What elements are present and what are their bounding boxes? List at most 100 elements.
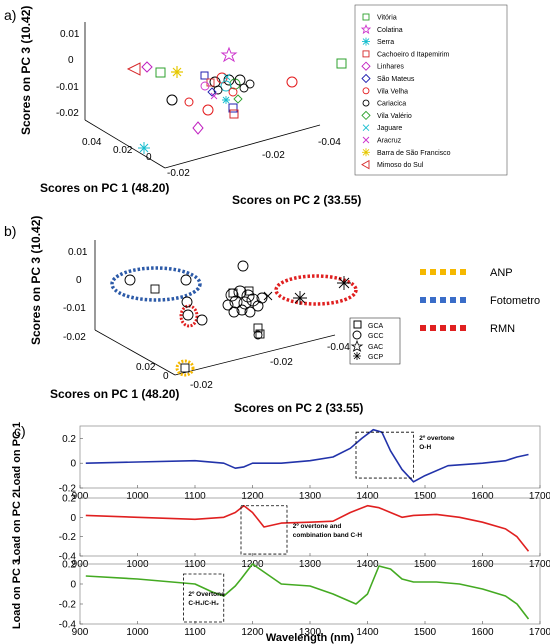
a-legend-marker [362, 50, 370, 58]
x-tick-label: 1000 [126, 491, 149, 502]
a-y-axis-title: Scores on PC 2 (33.55) [232, 193, 361, 207]
marker-gcp [293, 291, 307, 305]
a-legend-label: São Mateus [377, 76, 415, 83]
a-legend-entry: Mimoso do Sul [361, 159, 424, 170]
a-legend-entry: Jaguare [362, 124, 402, 132]
annotation-text: C-H₁/C-H₂ [188, 600, 219, 607]
b-z-tick: 0 [76, 275, 82, 286]
y-tick-label: 0 [70, 513, 76, 524]
gca-legend-icon [353, 320, 362, 329]
a-legend-marker [362, 136, 370, 144]
a-legend-entry: Barra de São Francisco [362, 148, 451, 157]
a-legend-marker [362, 124, 370, 132]
a-x-tick: 0.04 [82, 137, 102, 148]
a-legend-entry: Linhares [361, 61, 404, 71]
loading-series-line [85, 428, 529, 483]
b-legend-label: GCA [368, 323, 384, 330]
y-tick-label: -0.2 [59, 600, 77, 611]
a-legend-entry: Vitória [362, 13, 397, 22]
a-y-tick: -0.04 [318, 137, 341, 148]
marker-gcc [180, 274, 192, 286]
x-tick-label: 1700 [529, 559, 550, 570]
a-legend-label: Vila Valério [377, 113, 412, 120]
annotation-text: 2º Overtone [188, 591, 225, 598]
x-tick-label: 1500 [414, 559, 437, 570]
anp-label: ANP [490, 267, 513, 279]
a-legend-label: Jaguare [377, 125, 402, 132]
a-x-tick: 0 [146, 152, 152, 163]
a-y-ticks: -0.02 -0.04 [262, 137, 341, 161]
a-legend-marker [361, 110, 371, 121]
a-legend-entry: Aracruz [362, 136, 402, 145]
a-legend-entry: Cariacica [362, 99, 406, 108]
loading-series-line [85, 563, 530, 620]
marker-cariacica [166, 94, 178, 106]
marker-vitoria [336, 58, 347, 69]
marker-vitoria [155, 67, 166, 78]
a-legend-entry: Cachoeiro d Itapemirim [362, 50, 450, 58]
b-markers [124, 260, 351, 373]
a-legend-label: Vitória [377, 15, 397, 22]
a-legend-label: Colatina [377, 27, 403, 34]
y-tick-label: 0 [70, 459, 76, 470]
panel-c-label: c) [14, 423, 26, 439]
a-legend-entry: Colatina [360, 24, 403, 35]
loading-axis-title: Load on PC 3 [11, 559, 23, 629]
fotometro-ellipse [110, 266, 202, 302]
a-x-tick: 0.02 [113, 145, 133, 156]
x-tick-label: 1500 [414, 491, 437, 502]
a-legend-label: Barra de São Francisco [377, 150, 451, 157]
rmn-label: RMN [490, 323, 515, 335]
y-tick-label: 0.2 [62, 494, 76, 505]
marker-gca [180, 363, 190, 373]
wavelength-axis-title: Wavelength (nm) [266, 632, 355, 644]
a-legend-label: Linhares [377, 64, 404, 71]
b-legend: GCA GCC GAC GCP [349, 317, 401, 365]
y-tick-label: 0 [70, 580, 76, 591]
a-markers [126, 46, 347, 154]
gcp-legend-icon [353, 352, 361, 360]
x-tick-label: 1600 [471, 559, 494, 570]
x-tick-label: 1400 [356, 559, 379, 570]
annotation-box [240, 505, 288, 555]
y-tick-label: -0.2 [59, 532, 77, 543]
marker-vila-velha [202, 104, 214, 116]
marker-gcc [182, 309, 194, 321]
marker-cachoeiro [200, 71, 209, 80]
b-y-tick: -0.04 [327, 342, 350, 353]
a-legend-box [354, 4, 508, 176]
gac-legend-icon [350, 339, 364, 352]
y-tick-label: -0.4 [59, 620, 77, 631]
a-legend-entry: Vila Velha [362, 87, 408, 95]
b-legend-label: GCP [368, 354, 384, 361]
b-z-tick: 0.01 [68, 247, 88, 258]
a-x-axis-title: Scores on PC 1 (48.20) [40, 181, 169, 195]
x-tick-label: 1600 [471, 491, 494, 502]
marker-gcc [181, 296, 193, 308]
b-x-tick: 0 [163, 371, 169, 382]
a-legend-entry: Vila Valério [361, 110, 412, 121]
b-y-axis [174, 334, 336, 376]
a-legend-marker [360, 24, 372, 35]
a-x-tick: -0.02 [167, 168, 190, 179]
a-legend-marker [362, 148, 370, 157]
x-tick-label: 1600 [471, 627, 494, 638]
a-legend-label: Cachoeiro d Itapemirim [377, 51, 450, 58]
panel-a-3d-scatter: 0.01 0 -0.01 -0.02 0.04 0.02 0 -0.02 -0.… [19, 4, 508, 207]
x-tick-label: 1000 [126, 559, 149, 570]
x-tick-label: 1400 [356, 627, 379, 638]
a-z-axis-title: Scores on PC 3 (10.42) [19, 6, 33, 135]
y-tick-label: 0.2 [62, 560, 76, 571]
marker-linhares [141, 61, 153, 73]
b-z-axis-title: Scores on PC 3 (10.42) [29, 216, 43, 345]
fotometro-label: Fotometro [490, 295, 540, 307]
annotation-box [355, 431, 414, 479]
annotation-text: O-H [419, 444, 431, 451]
marker-gcc [237, 260, 249, 272]
annotation-text: combination band C-H [293, 532, 363, 539]
panel-a-label: a) [4, 7, 16, 23]
a-legend-entry: São Mateus [361, 73, 415, 84]
marker-gca [150, 284, 160, 294]
